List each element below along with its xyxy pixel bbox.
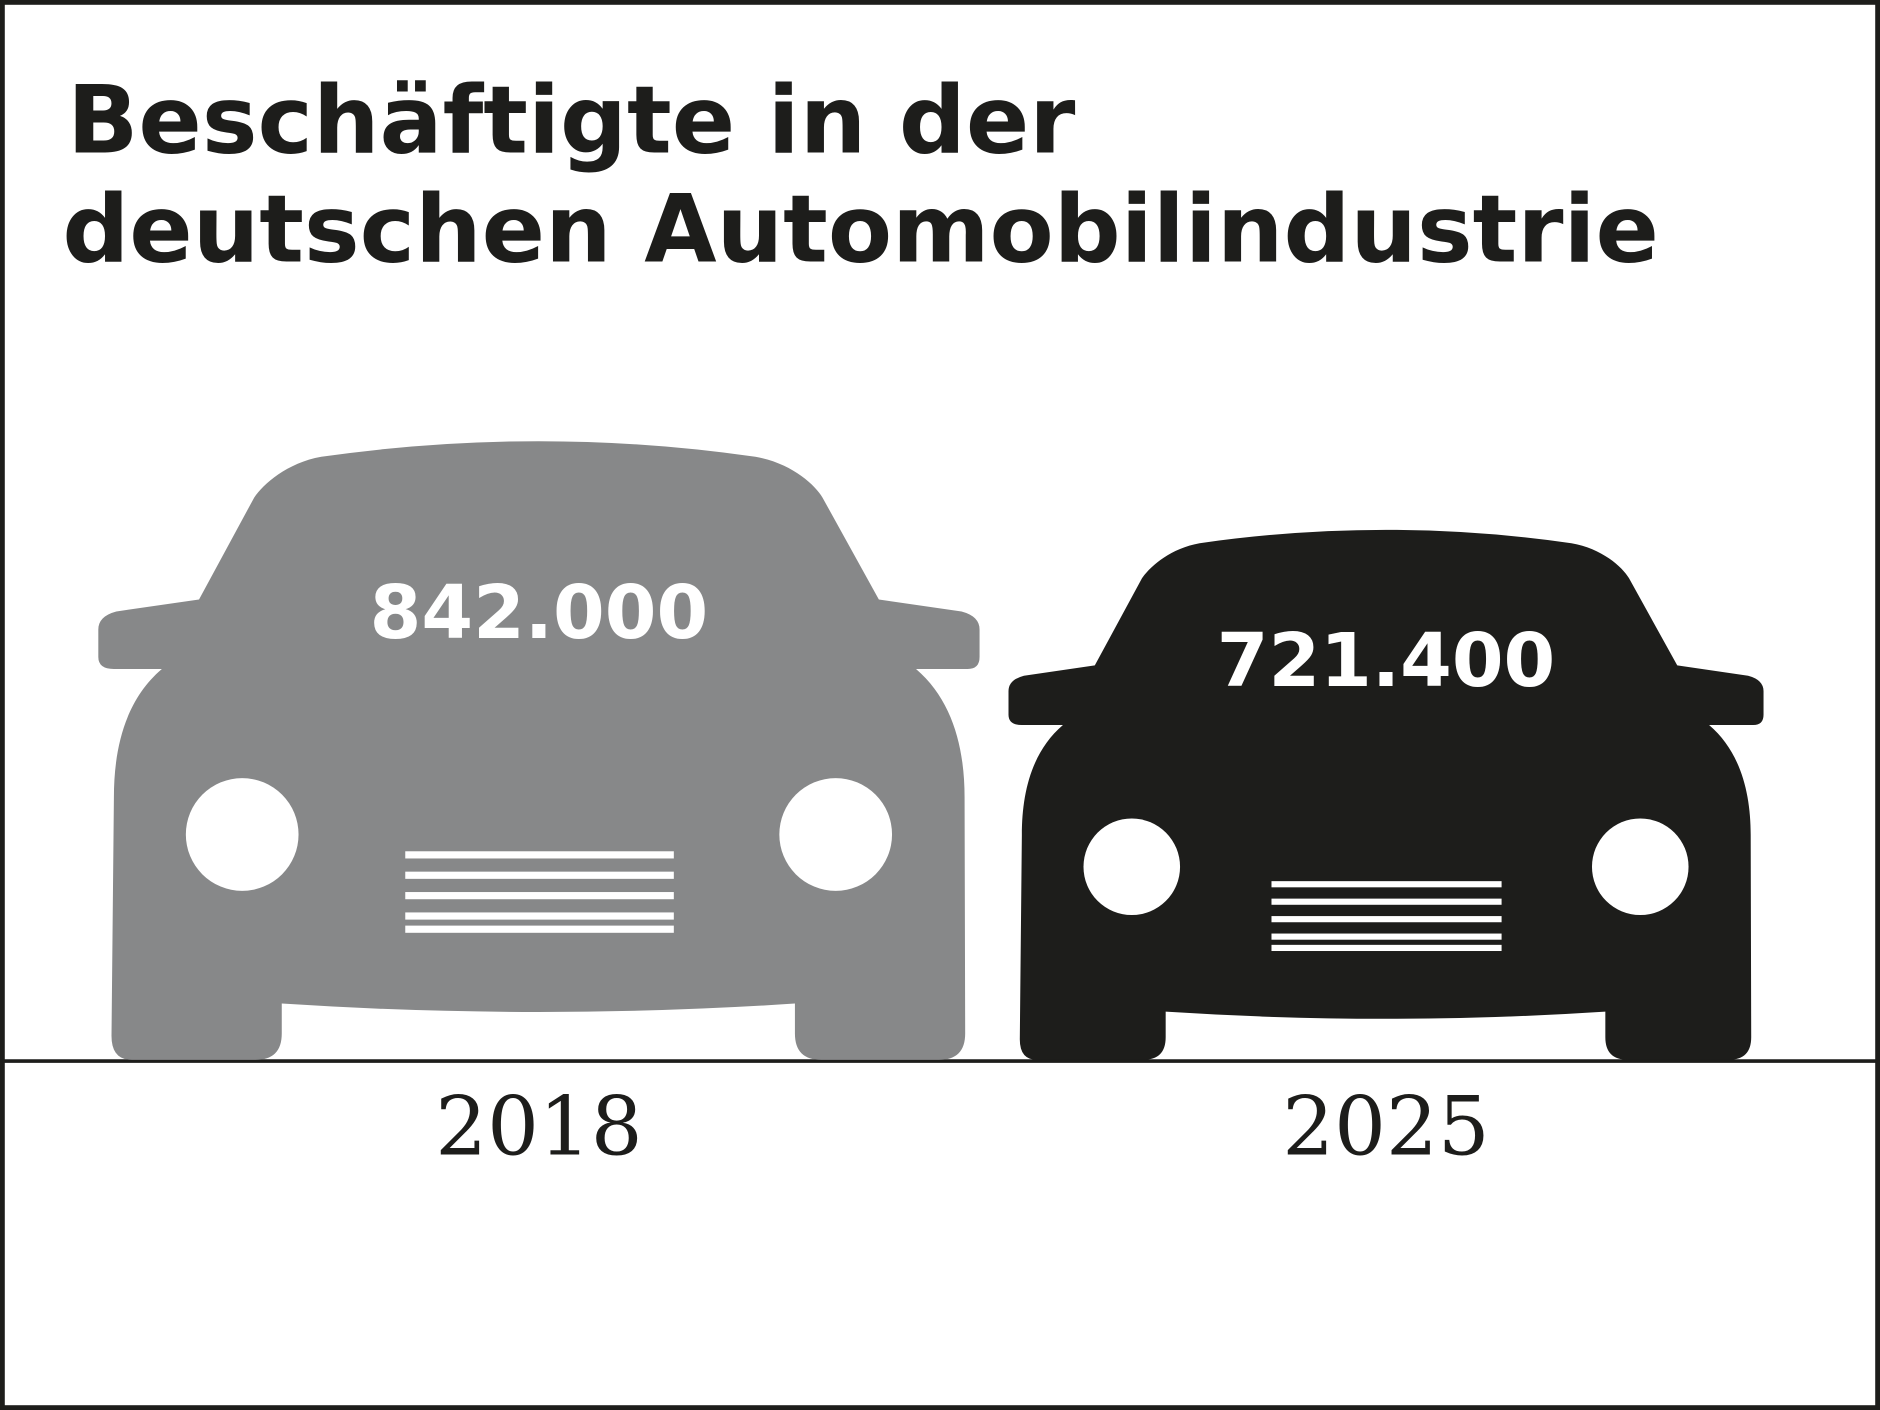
headlight — [185, 778, 299, 891]
headlight — [1083, 818, 1181, 916]
grille-line — [1271, 916, 1502, 923]
grille-line — [405, 871, 674, 879]
grille-line — [1271, 933, 1502, 940]
value-label: 842.000 — [370, 569, 709, 656]
chart-title: deutschen Automobilindustrie — [62, 175, 1659, 284]
grille-line — [405, 892, 674, 900]
grille-line — [1271, 944, 1502, 952]
grille-line — [405, 925, 674, 933]
x-tick-label: 2025 — [1282, 1080, 1489, 1175]
value-label: 721.400 — [1217, 617, 1556, 704]
car-body — [1008, 529, 1764, 1060]
grille-line — [1271, 898, 1502, 905]
headlight — [779, 778, 893, 891]
grille-line — [1271, 881, 1502, 888]
car — [98, 441, 980, 1060]
chart-title: Beschäftigte in der — [67, 66, 1075, 175]
car-body — [98, 441, 980, 1060]
car — [1008, 529, 1764, 1060]
cars — [98, 441, 1764, 1060]
x-tick-label: 2018 — [435, 1080, 642, 1175]
headlight — [1591, 818, 1689, 916]
grille-line — [405, 912, 674, 920]
grille-line — [405, 851, 674, 859]
